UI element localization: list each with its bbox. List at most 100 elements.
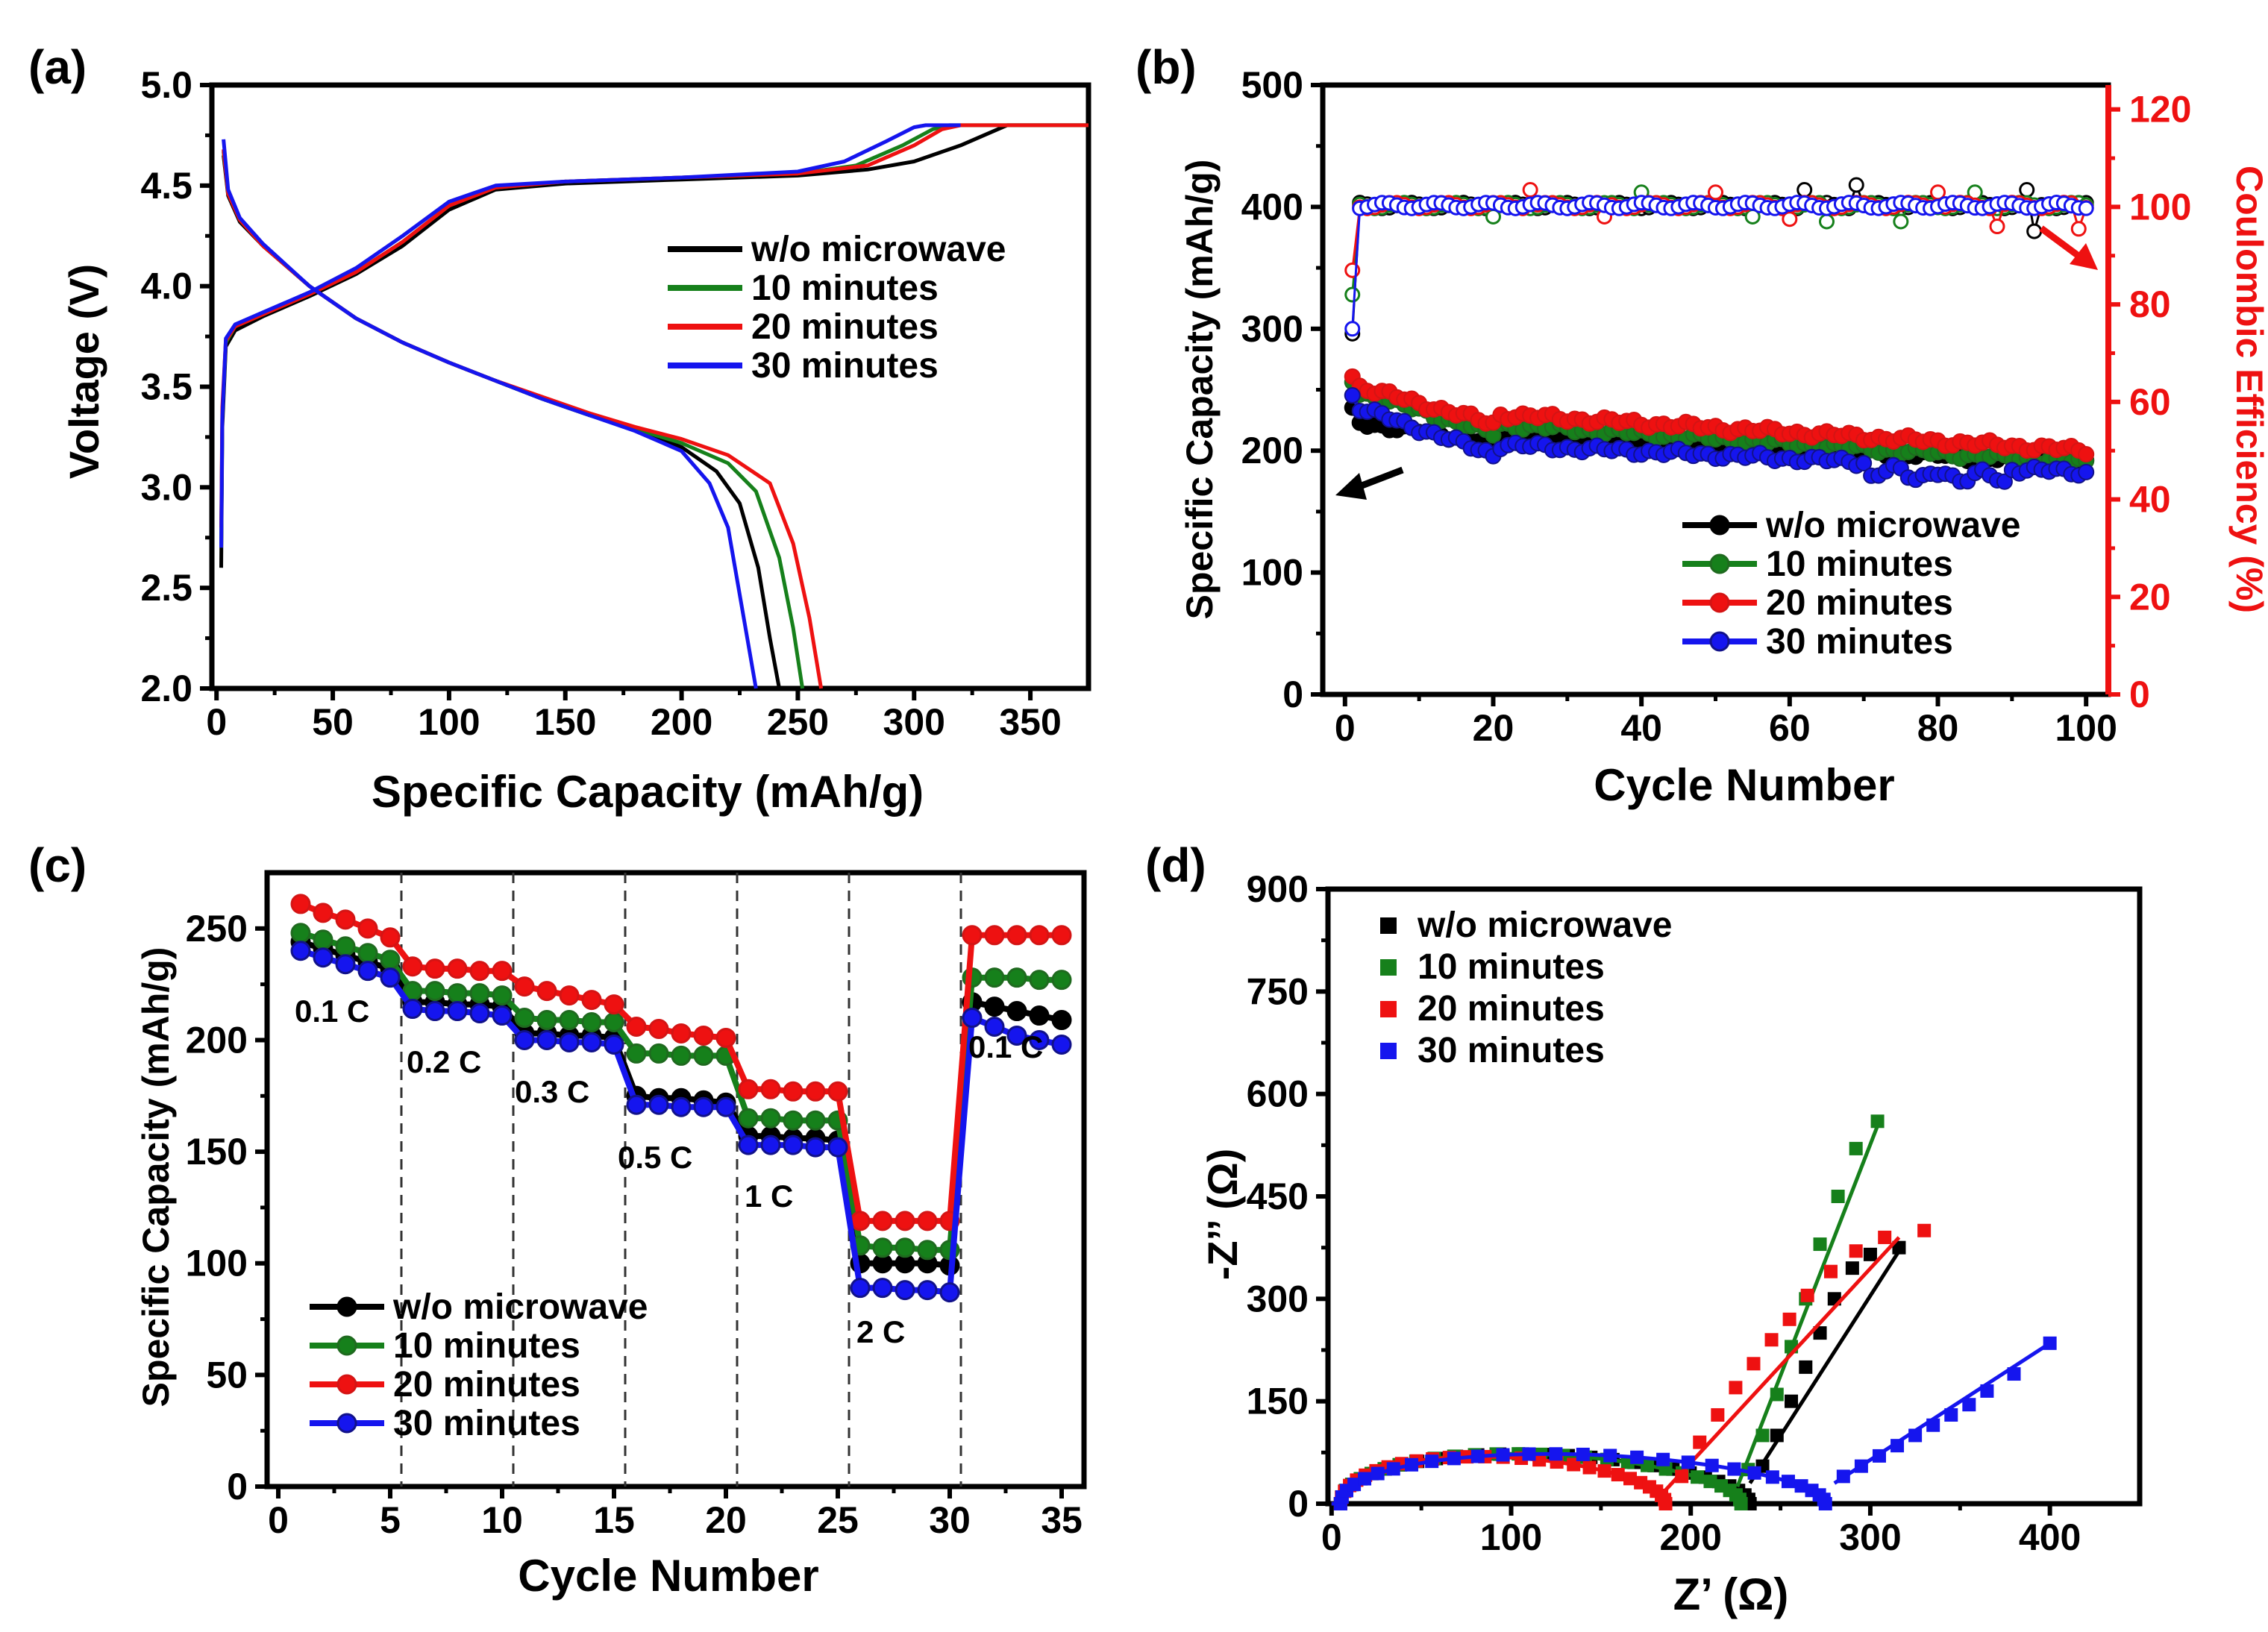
rate-point [447,983,468,1004]
legend-label-1: 10 minutes [1418,947,1605,987]
rate-point [357,961,378,982]
impedance-point [1470,1449,1485,1463]
series-a [219,123,1088,689]
legend-marker-2 [336,1374,357,1395]
rate-point [984,967,1005,988]
rate-label: 1 C [745,1179,793,1214]
panel-label-a: (a) [28,40,87,94]
x-tick-label: 0 [268,1499,289,1541]
rate-point [917,1280,938,1301]
impedance-point [1781,1475,1795,1489]
impedance-point [1890,1439,1905,1453]
impedance-point [1944,1407,1958,1422]
y-ticks-b: 0 100 200 300 400 500 [1241,64,1323,715]
y-tick-label: 200 [186,1019,248,1061]
impedance-point [1370,1466,1385,1481]
x-tick-label: 30 [929,1499,971,1541]
impedance-point [1926,1418,1940,1432]
x-tick-label: 10 [481,1499,523,1541]
rate-point [805,1110,826,1131]
rate-point [783,1134,803,1155]
y-tick-label: 300 [1241,308,1303,350]
rate-point [648,1018,669,1039]
legend-label-2: 20 minutes [751,307,939,347]
rate-point [581,990,602,1011]
y-tick-label: 4.5 [140,165,192,207]
rate-point [402,956,423,977]
y-tick-label: 5.0 [140,64,192,106]
impedance-point [1641,1458,1655,1472]
x-tick-label: 20 [705,1499,747,1541]
rate-point [1029,1029,1050,1050]
legend-label-1: 10 minutes [751,269,939,308]
impedance-point [1603,1449,1617,1463]
rate-point [514,1008,535,1029]
rate-point [984,997,1005,1017]
impedance-point [1734,1497,1748,1510]
impedance-point [1755,1428,1770,1443]
impedance-point [1785,1394,1799,1408]
y-ticks-c: 0 50 100 150 200 250 [186,908,267,1507]
rate-point [581,1032,602,1052]
x-tick-label: 150 [534,701,596,743]
rate-label: 0.2 C [407,1044,481,1079]
impedance-point [2043,1336,2057,1350]
fit-line-0 [1748,1249,1901,1484]
ce-point [1989,219,2005,235]
rate-point [357,943,378,964]
rate-point [1029,925,1050,946]
rate-point [827,1137,848,1158]
plot-frame-c [264,870,1087,1490]
legend-marker-0 [1709,515,1730,536]
ce-point [1848,177,1864,193]
rate-point [581,1012,602,1033]
panel-b: (b) Specific Capacity (mAh/g) Coulombic … [1135,40,2268,810]
impedance-point [1813,1237,1827,1252]
rate-point [313,929,333,950]
ce-point [1344,286,1361,303]
rate-point [380,950,401,970]
impedance-point [1549,1447,1563,1461]
legend-marker-3 [1380,1043,1397,1059]
y-axis-title-c: Specific Capacity (mAh/g) [135,947,177,1407]
impedance-point [1813,1326,1827,1340]
impedance-point [1623,1472,1638,1486]
x-tick-label: 50 [312,701,354,743]
x-tick-label: 250 [767,701,829,743]
rate-point [1051,1034,1072,1055]
rate-point [783,1110,803,1131]
impedance-point [1522,1447,1536,1461]
impedance-point [1405,1457,1419,1472]
y-right-tick-label: 100 [2129,186,2191,227]
impedance-point [1532,1453,1547,1467]
rate-point [984,925,1005,946]
x-tick-label: 5 [380,1499,401,1541]
rate-point [290,894,311,914]
x-tick-label: 40 [1620,707,1662,749]
x-tick-label: 100 [418,701,480,743]
impedance-point [1831,1190,1845,1203]
y-tick-label: 100 [186,1243,248,1284]
rate-point [469,983,490,1004]
rate-point [850,1211,871,1231]
y-tick-label: 500 [1241,64,1303,106]
x-tick-label: 350 [999,701,1061,743]
panel-d: (d) -Z’’ (Ω) Z’ (Ω) 0 100 200 300 400 0 150 30… [1145,838,2143,1619]
legend-label-0: w/o microwave [392,1287,648,1327]
x-tick-label: 0 [1321,1516,1342,1558]
rate-point [693,1045,714,1066]
capacity-point [1996,473,2013,490]
rate-point [872,1211,893,1231]
rate-point [514,1029,535,1050]
rate-point [469,961,490,982]
impedance-point [1962,1398,1976,1412]
rate-point [671,1023,692,1043]
rate-point [536,981,557,1002]
y-tick-label: 400 [1241,186,1303,227]
capacity-point [2078,445,2095,462]
legend-label-3: 30 minutes [1766,622,1953,662]
y-tick-label: 150 [186,1131,248,1173]
